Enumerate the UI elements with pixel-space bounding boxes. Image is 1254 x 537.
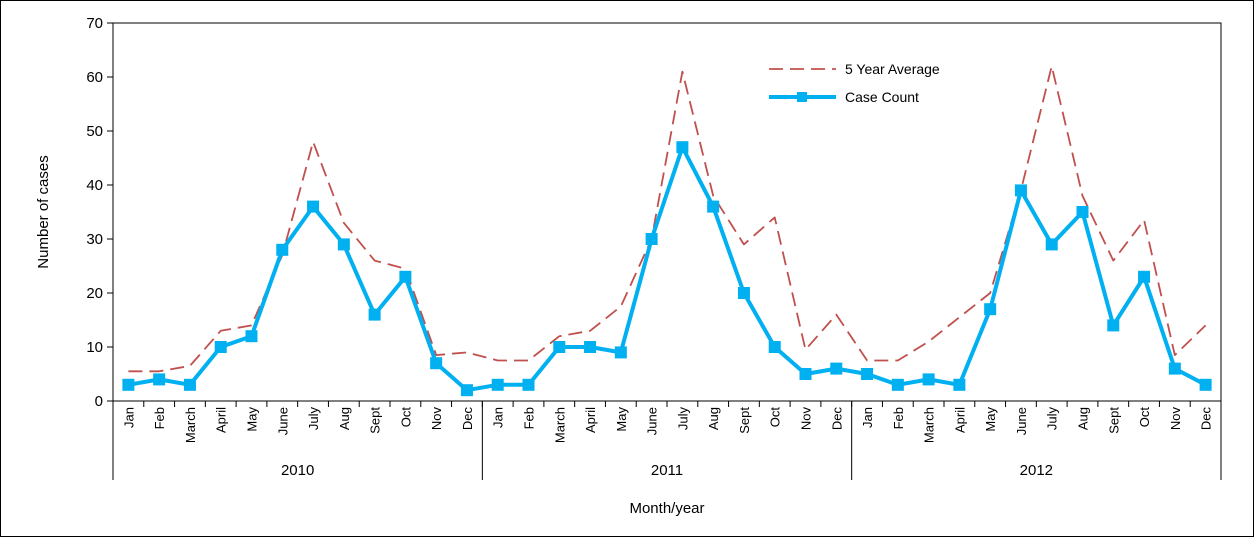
legend-label-case-count: Case Count: [845, 89, 919, 105]
data-point-case-count: [1199, 378, 1212, 391]
data-point-case-count: [368, 308, 381, 321]
data-point-case-count: [1107, 319, 1120, 332]
x-tick-label: March: [552, 407, 567, 443]
x-tick-label: May: [614, 407, 629, 432]
year-label: 2012: [1020, 462, 1053, 479]
data-point-case-count: [984, 303, 997, 316]
data-point-case-count: [122, 378, 135, 391]
x-axis: Jan Feb March April May June July Aug Sept Oct Nov…: [112, 401, 1222, 480]
x-axis-title: Month/year: [629, 500, 704, 517]
data-point-case-count: [1168, 362, 1181, 375]
x-tick-label: May: [983, 407, 998, 432]
data-point-case-count: [1014, 184, 1027, 197]
x-tick-label: Dec: [1199, 407, 1214, 431]
data-point-case-count: [861, 368, 874, 380]
x-tick-label: Aug: [337, 407, 352, 430]
x-tick-label: March: [183, 407, 198, 443]
data-point-case-count: [1138, 270, 1151, 283]
x-tick-label: Aug: [1076, 407, 1091, 430]
y-tick-label: 60: [86, 69, 103, 86]
x-tick-label: April: [583, 407, 598, 433]
x-tick-label: June: [1014, 407, 1029, 435]
x-tick-label: April: [952, 407, 967, 433]
x-tick-label: Oct: [398, 407, 413, 428]
y-tick-label: 10: [86, 339, 103, 356]
x-tick-label: Feb: [891, 407, 906, 429]
x-tick-label: Dec: [460, 407, 475, 431]
x-tick-label: Sept: [1106, 407, 1121, 434]
x-tick-label: Oct: [1137, 407, 1152, 428]
x-tick-label: Nov: [429, 407, 444, 431]
data-point-case-count: [1076, 206, 1089, 218]
x-tick-label: Jan: [491, 407, 506, 428]
year-label: 2011: [651, 462, 683, 479]
x-tick-label: July: [306, 407, 321, 431]
x-tick-label: March: [922, 407, 937, 443]
x-tick-label: June: [645, 407, 660, 435]
data-point-case-count: [460, 384, 473, 397]
data-point-case-count: [276, 243, 289, 256]
y-axis: 0 10 20 30 40 50 60 70: [86, 15, 113, 410]
data-point-case-count: [430, 357, 443, 370]
legend: 5 Year Average Case Count: [769, 61, 940, 105]
y-tick-label: 0: [95, 393, 103, 410]
y-axis-title: Number of cases: [35, 155, 52, 268]
series-line-case-count: [128, 145, 1207, 393]
x-tick-label: Nov: [799, 407, 814, 431]
series-layer: [122, 65, 1212, 397]
data-point-case-count: [645, 233, 658, 245]
data-point-case-count: [614, 346, 627, 359]
x-tick-label: Aug: [706, 407, 721, 430]
data-point-case-count: [799, 368, 812, 380]
data-point-case-count: [953, 378, 966, 391]
data-point-case-count: [676, 141, 689, 154]
data-point-case-count: [337, 238, 350, 251]
data-point-case-count: [245, 330, 258, 343]
data-point-case-count: [153, 373, 166, 386]
data-point-case-count: [768, 341, 781, 353]
x-tick-label: May: [245, 407, 260, 432]
data-point-case-count: [584, 341, 597, 353]
x-tick-label: Feb: [522, 407, 537, 429]
data-point-case-count: [891, 378, 904, 391]
legend-swatch-case-count-marker: [797, 92, 807, 102]
x-tick-label: Jan: [860, 407, 875, 428]
data-point-case-count: [922, 373, 935, 386]
y-tick-label: 50: [86, 123, 103, 140]
x-tick-label: April: [214, 407, 229, 433]
x-tick-label: Sept: [368, 407, 383, 434]
x-tick-label: Dec: [829, 407, 844, 431]
y-tick-label: 70: [86, 15, 103, 32]
x-tick-label: Jan: [121, 407, 136, 428]
y-tick-label: 30: [86, 231, 103, 248]
year-label: 2010: [281, 462, 314, 479]
data-point-case-count: [522, 378, 535, 391]
y-tick-label: 20: [86, 285, 103, 302]
data-point-case-count: [707, 200, 720, 213]
data-point-case-count: [183, 378, 196, 391]
data-point-case-count: [491, 378, 504, 391]
series-line-5-year-average: [128, 65, 1207, 373]
x-tick-label: July: [675, 407, 690, 431]
y-tick-label: 40: [86, 177, 103, 194]
data-point-case-count: [307, 200, 320, 213]
x-tick-label: Nov: [1168, 407, 1183, 431]
data-point-case-count: [737, 287, 750, 299]
data-point-case-count: [1045, 238, 1058, 251]
data-point-case-count: [553, 341, 566, 353]
data-point-case-count: [830, 362, 843, 375]
x-tick-label: Sept: [737, 407, 752, 434]
data-point-case-count: [399, 270, 412, 283]
x-tick-label: Oct: [768, 407, 783, 428]
legend-label-5-year-average: 5 Year Average: [845, 61, 940, 77]
x-tick-label: July: [1045, 407, 1060, 431]
data-point-case-count: [214, 341, 227, 353]
x-tick-label: June: [275, 407, 290, 435]
x-tick-label: Feb: [152, 407, 167, 429]
